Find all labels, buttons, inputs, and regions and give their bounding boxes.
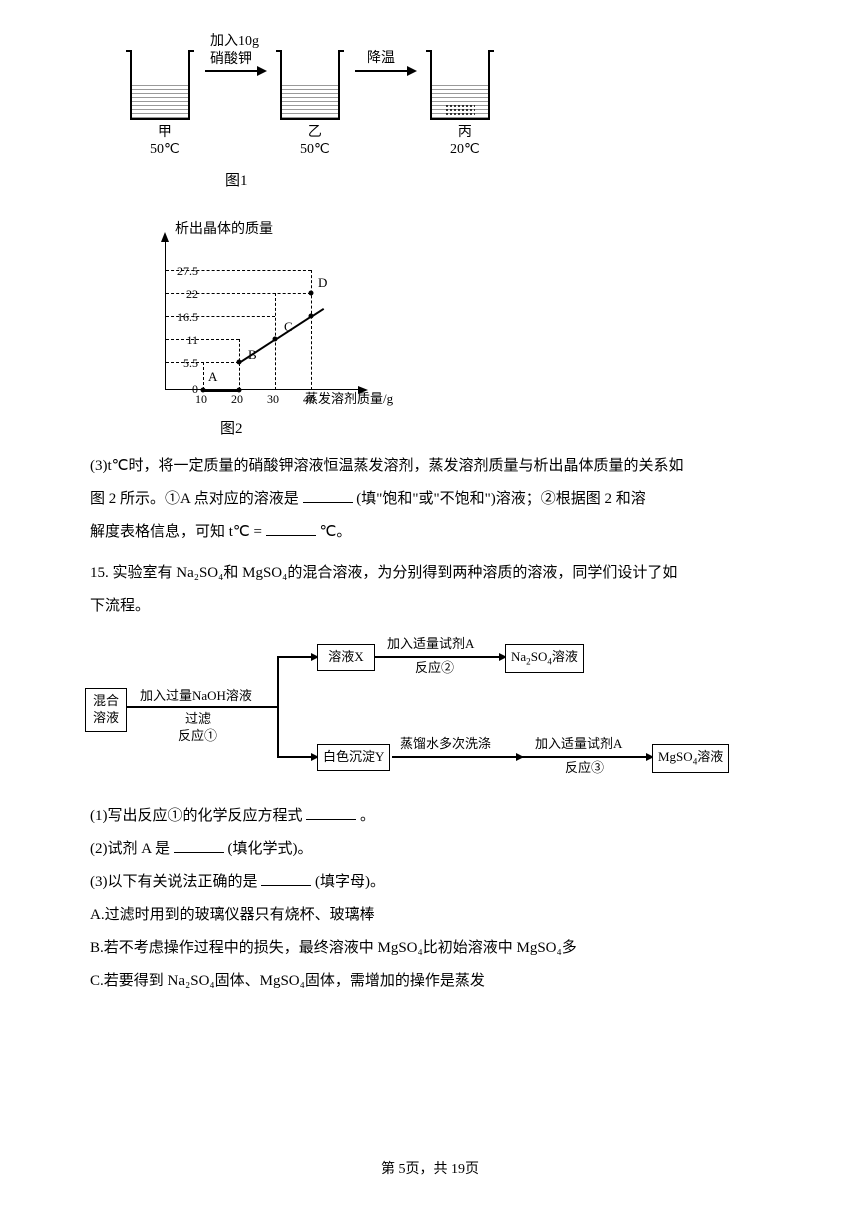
question-3-text: (3)t℃时，将一定质量的硝酸钾溶液恒温蒸发溶剂，蒸发溶剂质量与析出晶体质量的关… xyxy=(90,450,770,549)
x-axis-title: 蒸发溶剂质量/g xyxy=(305,385,393,414)
box-solution-x: 溶液X xyxy=(317,644,375,671)
box-na2so4: Na2SO4溶液 xyxy=(505,644,584,673)
arrow-solx-na2so4 xyxy=(375,656,505,658)
arrow-to-precy xyxy=(277,756,317,758)
label-reagent-a-1: 加入适量试剂A xyxy=(387,636,474,652)
label-reaction3: 反应③ xyxy=(565,760,604,776)
q15-part2: (2)试剂 A 是 (填化学式)。 xyxy=(90,833,770,866)
option-c: C.若要得到 Na₂SO₄固体、MgSO₄固体，需增加的操作是蒸发 xyxy=(90,965,770,998)
point-b-label: B xyxy=(248,348,257,361)
q15-part1: (1)写出反应①的化学反应方程式 。 xyxy=(90,800,770,833)
figure-2-chart: 析出晶体的质量 A B C D 27.5 22 16.5 11 5.5 0 10 xyxy=(110,215,400,440)
vline-split xyxy=(277,656,279,756)
xtick-1: 20 xyxy=(231,393,243,405)
beaker-bing-label: 丙20℃ xyxy=(450,125,480,159)
ytick-3: 11 xyxy=(186,334,198,346)
q15-line2: 下流程。 xyxy=(90,590,770,623)
label-wash: 蒸馏水多次洗涤 xyxy=(400,736,491,752)
arrow-to-solx xyxy=(277,656,317,658)
q3-line1: (3)t℃时，将一定质量的硝酸钾溶液恒温蒸发溶剂，蒸发溶剂质量与析出晶体质量的关… xyxy=(90,450,770,483)
arrow-2 xyxy=(355,70,415,72)
ytick-4: 5.5 xyxy=(183,357,198,369)
blank-saturation xyxy=(303,487,353,504)
arrow-wash xyxy=(392,756,522,758)
page-footer: 第 5页，共 19页 xyxy=(0,1155,860,1186)
line-1 xyxy=(127,706,277,708)
figure-1-diagram: 甲50℃ 加入10g硝酸钾 乙50℃ 降温 丙20℃ 图1 xyxy=(110,30,770,200)
box-mgso4: MgSO4溶液 xyxy=(652,744,729,773)
arrow-1-label: 加入10g硝酸钾 xyxy=(210,33,259,69)
xtick-2: 30 xyxy=(267,393,279,405)
fig1-title: 图1 xyxy=(225,165,248,198)
label-filter: 过滤 xyxy=(185,711,211,727)
option-a: A.过滤时用到的玻璃仪器只有烧杯、玻璃棒 xyxy=(90,899,770,932)
point-a-label: A xyxy=(208,370,217,383)
ytick-2: 16.5 xyxy=(177,311,198,323)
xtick-0: 10 xyxy=(195,393,207,405)
ytick-0: 27.5 xyxy=(177,265,198,277)
label-reaction2: 反应② xyxy=(415,660,454,676)
question-15-parts: (1)写出反应①的化学反应方程式 。 (2)试剂 A 是 (填化学式)。 (3)… xyxy=(90,800,770,998)
q15-part3: (3)以下有关说法正确的是 (填字母)。 xyxy=(90,866,770,899)
question-15-intro: 15. 实验室有 Na₂SO₄和 MgSO₄的混合溶液，为分别得到两种溶质的溶液… xyxy=(90,557,770,623)
label-reagent-a-2: 加入适量试剂A xyxy=(535,736,622,752)
beaker-jia-label: 甲50℃ xyxy=(150,125,180,159)
blank-reagent-a xyxy=(174,837,224,854)
blank-choice xyxy=(261,870,311,887)
point-c-label: C xyxy=(284,320,293,333)
fig2-title: 图2 xyxy=(220,413,243,446)
q15-line1: 15. 实验室有 Na₂SO₄和 MgSO₄的混合溶液，为分别得到两种溶质的溶液… xyxy=(90,557,770,590)
q3-line2: 图 2 所示。①A 点对应的溶液是 (填"饱和"或"不饱和")溶液；②根据图 2… xyxy=(90,483,770,516)
blank-temperature xyxy=(266,520,316,537)
q3-line3: 解度表格信息，可知 t℃ = ℃。 xyxy=(90,516,770,549)
ytick-1: 22 xyxy=(186,288,198,300)
blank-equation xyxy=(306,804,356,821)
beaker-yi-label: 乙50℃ xyxy=(300,125,330,159)
beaker-bing xyxy=(430,50,490,120)
box-mixture: 混合溶液 xyxy=(85,688,127,732)
label-reaction1: 反应① xyxy=(178,728,217,744)
point-d-label: D xyxy=(318,276,327,289)
label-naoh: 加入过量NaOH溶液 xyxy=(140,688,252,704)
option-b: B.若不考虑操作过程中的损失，最终溶液中 MgSO₄比初始溶液中 MgSO₄多 xyxy=(90,932,770,965)
box-precipitate-y: 白色沉淀Y xyxy=(317,744,390,771)
beaker-jia xyxy=(130,50,190,120)
arrow-1 xyxy=(205,70,265,72)
flowchart: 混合溶液 加入过量NaOH溶液 过滤 反应① 溶液X 加入适量试剂A 反应② N… xyxy=(85,633,765,788)
arrow-2-label: 降温 xyxy=(367,50,395,68)
beaker-yi xyxy=(280,50,340,120)
arrow-to-mgso4 xyxy=(522,756,652,758)
